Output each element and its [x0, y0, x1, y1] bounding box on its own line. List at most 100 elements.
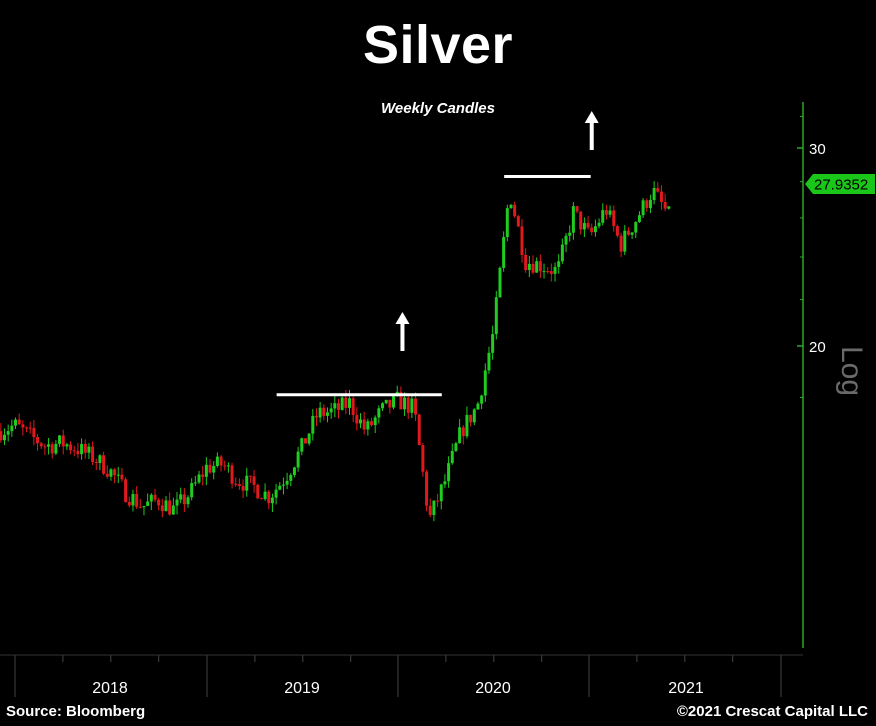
- candle-body: [142, 505, 146, 508]
- candle-body: [593, 226, 597, 233]
- candle-body: [226, 465, 230, 467]
- candle-body: [230, 465, 234, 484]
- candle-body: [197, 474, 201, 483]
- candle-body: [667, 206, 671, 209]
- candle-body: [325, 412, 329, 416]
- candle-body: [476, 403, 480, 410]
- last-price-tag: [805, 174, 875, 194]
- candle-body: [461, 427, 465, 437]
- x-tick-label: 2019: [284, 680, 320, 697]
- candle-body: [179, 494, 183, 500]
- resistance-lines: [276, 174, 591, 397]
- candle-body: [116, 474, 120, 476]
- candle-body: [58, 435, 62, 444]
- last-price-label: 27.9352: [814, 177, 868, 194]
- candle-body: [480, 395, 484, 404]
- candle-body: [212, 465, 216, 473]
- candle-body: [403, 397, 407, 410]
- candle-body: [190, 483, 194, 498]
- candle-body: [267, 491, 271, 504]
- candle-body: [160, 505, 164, 512]
- candle-body: [10, 425, 14, 432]
- candle-body: [652, 188, 656, 201]
- candle-body: [47, 444, 51, 447]
- candle-body: [656, 188, 660, 192]
- candle-body: [333, 403, 337, 409]
- candle-body: [626, 230, 630, 235]
- candle-body: [348, 398, 352, 408]
- candle-body: [149, 494, 153, 502]
- candle-body: [28, 427, 32, 429]
- candle-body: [513, 204, 517, 217]
- candle-body: [421, 445, 425, 472]
- candle-body: [392, 395, 396, 408]
- candle-body: [102, 455, 106, 474]
- x-axis: 2018 2019 2020 2021: [0, 654, 803, 697]
- candle-body: [623, 230, 627, 252]
- candle-body: [498, 267, 502, 298]
- candle-body: [256, 484, 260, 499]
- candle-body: [17, 419, 21, 425]
- candle-body: [597, 222, 601, 227]
- x-axis-gridlines: [14, 655, 782, 697]
- candle-body: [204, 464, 208, 477]
- candle-body: [494, 297, 498, 335]
- candle-body: [428, 505, 432, 516]
- candle-body: [590, 227, 594, 233]
- candle-body: [292, 467, 296, 475]
- candle-body: [436, 500, 440, 502]
- x-tick-label: 2018: [92, 680, 128, 697]
- candle-body: [637, 215, 641, 223]
- candle-body: [336, 403, 340, 410]
- candle-body: [601, 210, 605, 223]
- candle-body: [69, 444, 73, 451]
- chart-subtitle: Weekly Candles: [381, 100, 495, 117]
- candle-body: [406, 397, 410, 413]
- candle-body: [109, 469, 113, 477]
- candle-body: [483, 370, 487, 396]
- candle-body: [113, 469, 117, 476]
- candle-body: [138, 506, 142, 508]
- up-arrow-head: [584, 111, 599, 123]
- candle-body: [465, 414, 469, 437]
- candle-body: [564, 235, 568, 245]
- candle-body: [439, 484, 443, 502]
- candle-body: [659, 191, 663, 203]
- candle-body: [447, 463, 451, 482]
- candle-body: [307, 433, 311, 444]
- arrows-group: [395, 111, 599, 351]
- candles-group: [0, 181, 671, 522]
- candle-body: [641, 200, 645, 216]
- candle-body: [568, 232, 572, 236]
- candle-body: [472, 409, 476, 423]
- candle-body: [425, 471, 429, 506]
- y-tick-label: 30: [809, 141, 826, 158]
- candle-body: [560, 244, 564, 262]
- candle-body: [127, 501, 131, 506]
- candle-body: [135, 493, 139, 507]
- candle-body: [281, 484, 285, 486]
- candle-body: [619, 235, 623, 252]
- candle-body: [417, 414, 421, 446]
- candle-body: [344, 397, 348, 408]
- candle-body: [274, 489, 278, 498]
- candle-body: [50, 444, 54, 454]
- chart-title: Silver: [362, 15, 514, 75]
- candle-body: [219, 456, 223, 466]
- candle-body: [270, 497, 274, 504]
- candle-body: [538, 261, 542, 272]
- candle-body: [237, 484, 241, 487]
- candle-body: [83, 443, 87, 453]
- source-note: Source: Bloomberg: [6, 703, 146, 720]
- candle-body: [410, 398, 414, 413]
- candle-body: [131, 493, 135, 506]
- candle-body: [175, 499, 179, 506]
- candle-body: [535, 261, 539, 273]
- candle-body: [516, 216, 520, 227]
- candle-body: [61, 435, 65, 447]
- candle-body: [0, 431, 3, 441]
- candle-body: [505, 208, 509, 237]
- candle-body: [72, 450, 76, 452]
- candle-body: [454, 443, 458, 451]
- candle-body: [36, 437, 40, 444]
